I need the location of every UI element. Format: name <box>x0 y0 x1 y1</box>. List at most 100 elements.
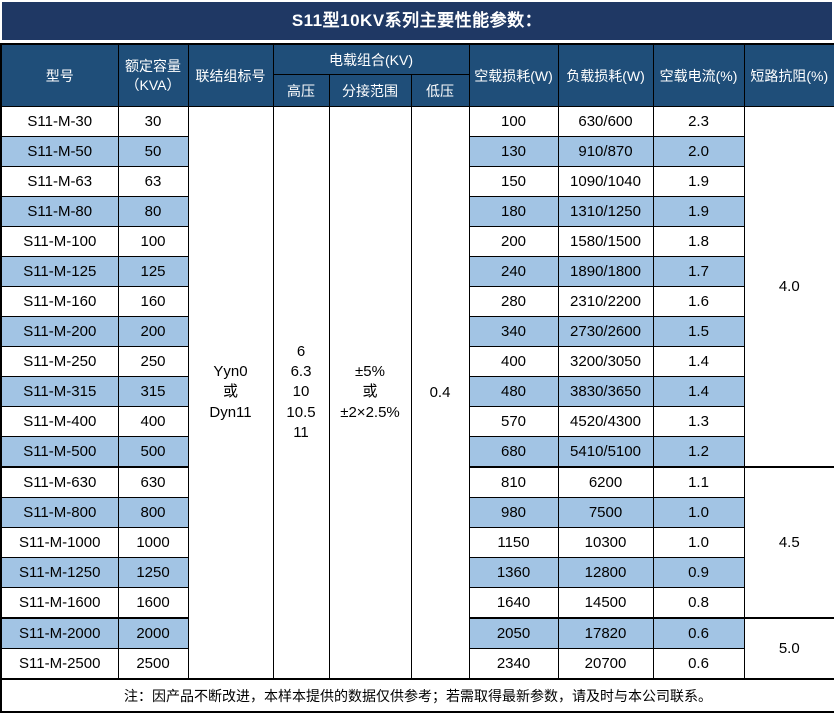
load-loss-cell: 1090/1040 <box>557 166 654 197</box>
table-row: S11-M-315 315 480 3830/3650 1.4 <box>0 376 834 407</box>
capacity-cell: 80 <box>117 196 189 227</box>
model-cell: S11-M-250 <box>0 346 119 377</box>
model-cell: S11-M-1250 <box>0 557 119 588</box>
col-header-connection: 联结组标号 <box>187 43 274 107</box>
table-row: S11-M-630 630 810 6200 1.1 4.5 <box>0 466 834 619</box>
col-header-voltage-group: 电载组合(KV) <box>272 43 470 75</box>
no-load-loss-cell: 130 <box>468 136 559 167</box>
model-cell: S11-M-2500 <box>0 648 119 680</box>
no-load-loss-cell: 570 <box>468 406 559 437</box>
table-row: S11-M-1250 1250 1360 12800 0.9 <box>0 557 834 588</box>
model-cell: S11-M-200 <box>0 316 119 347</box>
capacity-cell: 315 <box>117 376 189 407</box>
header-row-sub: 高压 分接范围 低压 <box>1 74 834 107</box>
capacity-cell: 200 <box>117 316 189 347</box>
impedance-cell: 4.5 <box>743 466 834 619</box>
capacity-cell: 630 <box>117 466 189 498</box>
load-loss-cell: 2730/2600 <box>557 316 654 347</box>
load-loss-cell: 10300 <box>557 527 654 558</box>
model-cell: S11-M-1600 <box>0 587 119 619</box>
load-loss-cell: 3200/3050 <box>557 346 654 377</box>
impedance-cell: 5.0 <box>743 617 834 680</box>
capacity-cell: 30 <box>117 106 189 137</box>
col-header-no-load-current: 空载电流(%) <box>652 43 745 107</box>
no-load-current-cell: 1.8 <box>652 226 745 257</box>
capacity-cell: 500 <box>117 436 189 468</box>
load-loss-cell: 14500 <box>557 587 654 619</box>
model-cell: S11-M-125 <box>0 256 119 287</box>
table-row: S11-M-1600 1600 1640 14500 0.8 <box>0 587 834 619</box>
no-load-loss-cell: 810 <box>468 466 559 498</box>
model-cell: S11-M-30 <box>0 106 119 137</box>
col-header-load-loss: 负载损耗(W) <box>557 43 654 107</box>
no-load-current-cell: 1.7 <box>652 256 745 287</box>
table-row: S11-M-800 800 980 7500 1.0 <box>0 497 834 528</box>
model-cell: S11-M-400 <box>0 406 119 437</box>
no-load-loss-cell: 980 <box>468 497 559 528</box>
table-row: S11-M-80 80 180 1310/1250 1.9 <box>0 196 834 227</box>
no-load-loss-cell: 240 <box>468 256 559 287</box>
no-load-current-cell: 1.4 <box>652 346 745 377</box>
load-loss-cell: 7500 <box>557 497 654 528</box>
no-load-current-cell: 0.8 <box>652 587 745 619</box>
col-header-no-load-loss: 空载损耗(W) <box>468 43 559 107</box>
model-cell: S11-M-100 <box>0 226 119 257</box>
load-loss-cell: 17820 <box>557 617 654 649</box>
no-load-current-cell: 1.6 <box>652 286 745 317</box>
capacity-cell: 1600 <box>117 587 189 619</box>
no-load-current-cell: 1.9 <box>652 166 745 197</box>
table-row: S11-M-400 400 570 4520/4300 1.3 <box>0 406 834 437</box>
no-load-loss-cell: 100 <box>468 106 559 137</box>
table-body: S11-M-30 30 Yyn0 或 Dyn11 6 6.3 10 10.5 11 ±5… <box>0 106 834 680</box>
capacity-cell: 50 <box>117 136 189 167</box>
load-loss-cell: 1310/1250 <box>557 196 654 227</box>
model-cell: S11-M-160 <box>0 286 119 317</box>
no-load-loss-cell: 480 <box>468 376 559 407</box>
load-loss-cell: 12800 <box>557 557 654 588</box>
load-loss-cell: 630/600 <box>557 106 654 137</box>
table-row: S11-M-2000 2000 2050 17820 0.6 5.0 <box>0 617 834 680</box>
load-loss-cell: 4520/4300 <box>557 406 654 437</box>
capacity-cell: 400 <box>117 406 189 437</box>
page-title: S11型10KV系列主要性能参数： <box>2 2 832 40</box>
no-load-loss-cell: 1150 <box>468 527 559 558</box>
no-load-loss-cell: 150 <box>468 166 559 197</box>
low-voltage-cell: 0.4 <box>410 106 470 680</box>
model-cell: S11-M-63 <box>0 166 119 197</box>
no-load-current-cell: 1.5 <box>652 316 745 347</box>
col-header-tap-range: 分接范围 <box>328 74 412 107</box>
no-load-current-cell: 1.0 <box>652 527 745 558</box>
no-load-current-cell: 0.9 <box>652 557 745 588</box>
no-load-current-cell: 2.0 <box>652 136 745 167</box>
capacity-cell: 1250 <box>117 557 189 588</box>
capacity-cell: 125 <box>117 256 189 287</box>
no-load-loss-cell: 680 <box>468 436 559 468</box>
table-header: 型号 额定容量 （KVA） 联结组标号 电载组合(KV) 空载损耗(W) 负载损… <box>0 43 834 107</box>
table-row: S11-M-30 30 Yyn0 或 Dyn11 6 6.3 10 10.5 11 ±5… <box>0 106 834 680</box>
capacity-cell: 1000 <box>117 527 189 558</box>
table-row: S11-M-50 50 130 910/870 2.0 <box>0 136 834 167</box>
no-load-loss-cell: 280 <box>468 286 559 317</box>
note-text: 注：因产品不断改进，本样本提供的数据仅供参考；若需取得最新参数，请及时与本公司联… <box>0 678 834 713</box>
table-row: S11-M-100 100 200 1580/1500 1.8 <box>0 226 834 257</box>
no-load-loss-cell: 340 <box>468 316 559 347</box>
col-header-model: 型号 <box>0 43 119 107</box>
no-load-current-cell: 1.3 <box>652 406 745 437</box>
model-cell: S11-M-315 <box>0 376 119 407</box>
col-header-impedance: 短路抗阻(%) <box>743 43 834 107</box>
table-row: S11-M-160 160 280 2310/2200 1.6 <box>0 286 834 317</box>
no-load-loss-cell: 1360 <box>468 557 559 588</box>
no-load-current-cell: 1.2 <box>652 436 745 468</box>
no-load-loss-cell: 2340 <box>468 648 559 680</box>
capacity-cell: 2000 <box>117 617 189 649</box>
model-cell: S11-M-800 <box>0 497 119 528</box>
col-header-low-voltage: 低压 <box>410 74 470 107</box>
header-row-top: 型号 额定容量 （KVA） 联结组标号 电载组合(KV) 空载损耗(W) 负载损… <box>0 43 834 107</box>
load-loss-cell: 910/870 <box>557 136 654 167</box>
impedance-cell: 4.0 <box>743 106 834 468</box>
load-loss-cell: 2310/2200 <box>557 286 654 317</box>
spec-table: 型号 额定容量 （KVA） 联结组标号 电载组合(KV) 空载损耗(W) 负载损… <box>0 43 834 713</box>
model-cell: S11-M-80 <box>0 196 119 227</box>
no-load-loss-cell: 1640 <box>468 587 559 619</box>
high-voltage-cell: 6 6.3 10 10.5 11 <box>272 106 330 680</box>
